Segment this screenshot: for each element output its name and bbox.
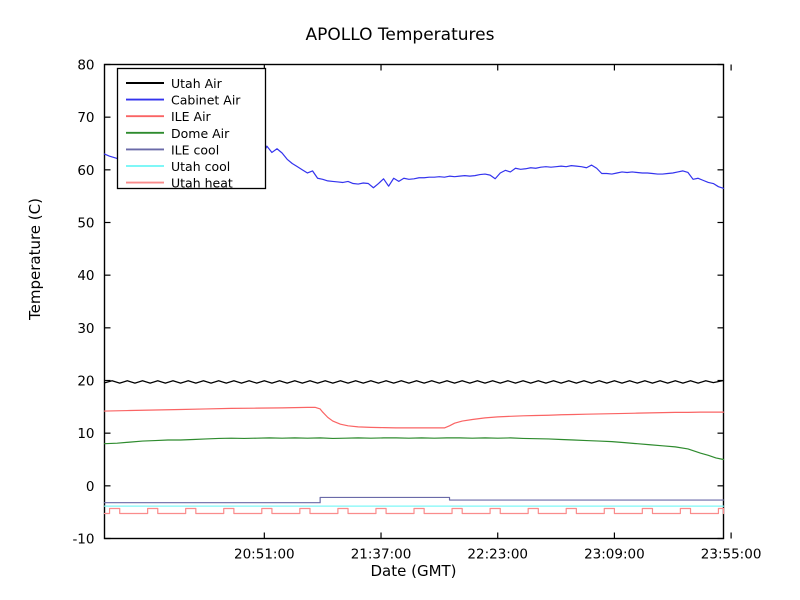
legend-label[interactable]: Cabinet Air xyxy=(171,93,241,108)
y-tick-label: 60 xyxy=(77,163,94,179)
y-tick-label: 70 xyxy=(77,110,94,126)
series-line xyxy=(103,379,725,384)
x-tick-group: 20:51:00 21:37:00 22:23:00 23:09:00 23:55:00 xyxy=(234,64,762,563)
x-tick-label: 21:37:00 xyxy=(351,547,412,563)
y-tick-group: -10 0 10 20 30 40 50 60 70 80 xyxy=(72,58,724,548)
legend-label[interactable]: ILE Air xyxy=(171,109,212,124)
y-tick-label: 50 xyxy=(77,216,94,232)
y-tick-label: 10 xyxy=(77,426,94,442)
y-tick-label: 40 xyxy=(77,268,94,284)
legend-label[interactable]: Utah Air xyxy=(171,76,223,91)
legend-label[interactable]: Dome Air xyxy=(171,126,230,141)
legend-label[interactable]: Utah cool xyxy=(171,159,230,174)
y-tick-label: 30 xyxy=(77,321,94,337)
y-tick-label: 80 xyxy=(77,58,94,74)
x-tick-label: 23:09:00 xyxy=(584,547,645,563)
x-tick-label: 22:23:00 xyxy=(467,547,528,563)
series-line xyxy=(103,406,725,429)
y-tick-label: -10 xyxy=(72,532,94,548)
series-line xyxy=(103,507,725,515)
legend-label[interactable]: ILE cool xyxy=(171,142,219,157)
series-line xyxy=(103,145,725,189)
series-line xyxy=(103,437,725,461)
series-group xyxy=(103,145,725,515)
y-tick-label: 20 xyxy=(77,374,94,390)
x-tick-label: 20:51:00 xyxy=(234,547,295,563)
x-tick-label: 23:55:00 xyxy=(701,547,762,563)
page-title: APOLLO Temperatures xyxy=(305,25,495,45)
y-tick-label: 0 xyxy=(86,479,95,495)
legend-label[interactable]: Utah heat xyxy=(171,176,233,191)
series-line xyxy=(103,496,725,504)
x-axis-label: Date (GMT) xyxy=(370,562,457,580)
legend-box xyxy=(116,67,267,190)
